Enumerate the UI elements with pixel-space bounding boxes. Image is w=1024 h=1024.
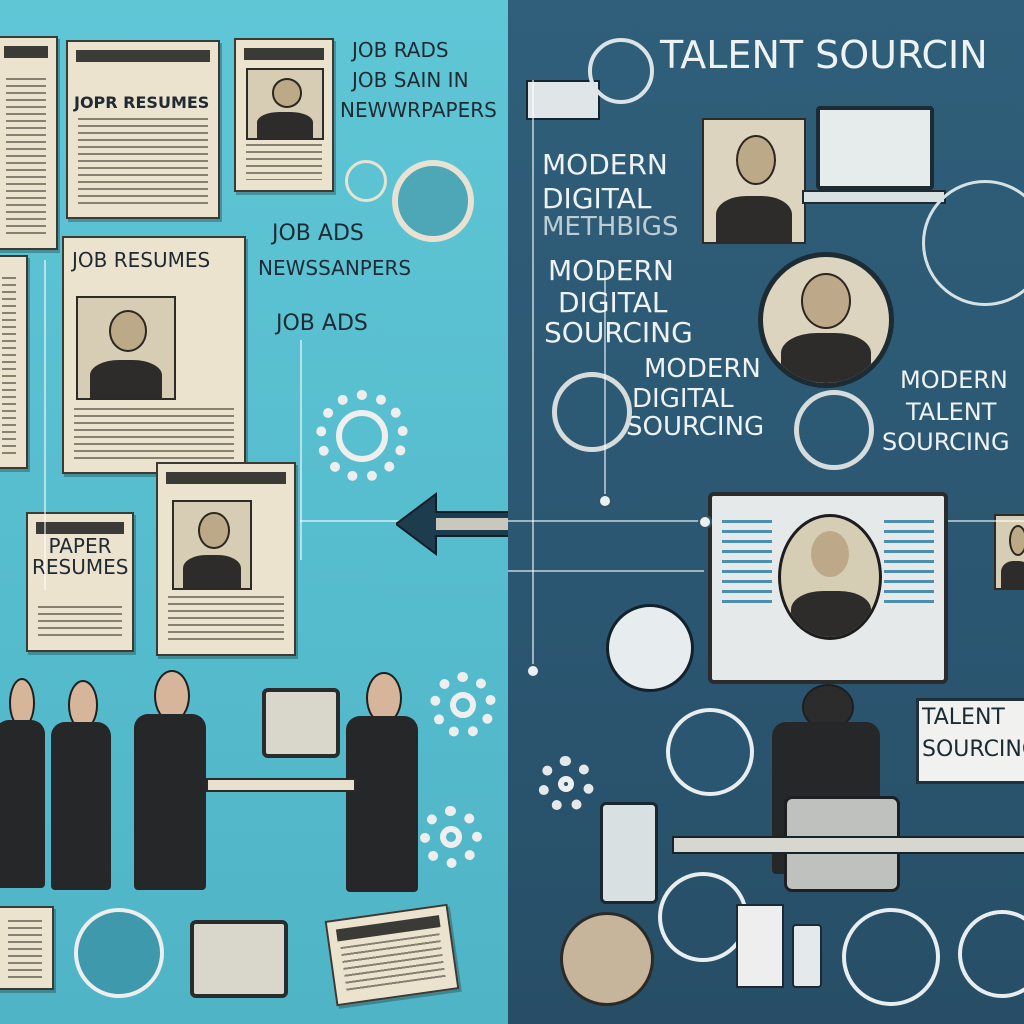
methbigs-label: METHBIGS	[542, 212, 679, 242]
job-ads-label-1: JOB ADS	[272, 221, 364, 246]
record-icon	[74, 908, 164, 998]
sourcing-label-2: SOURCING	[544, 316, 693, 349]
modern-label-3: MODERN	[644, 354, 761, 384]
crt-monitor-icon	[262, 688, 340, 758]
laptop-icon	[816, 106, 934, 190]
digital-label-2: DIGITAL	[558, 286, 668, 319]
left-panel-traditional: JOPR RESUMES JOB RADS JOB SAIN IN NEWWRP…	[0, 0, 508, 1024]
globe-icon-1	[666, 708, 754, 796]
person-seated-2	[342, 672, 422, 892]
digital-label-1: DIGITAL	[542, 182, 652, 215]
badge-icon	[345, 160, 387, 202]
newspaper-1	[0, 36, 58, 250]
monitor-icon	[708, 492, 948, 684]
gear-icon-4	[538, 756, 594, 812]
talent-sourcing-sign	[916, 698, 1024, 784]
modern-label-2: MODERN	[548, 254, 674, 287]
ring-icon	[588, 38, 654, 104]
modern-label-1: MODERN	[542, 148, 668, 181]
tablet-icon	[600, 802, 658, 904]
newspaper-3	[234, 38, 334, 192]
portrait-man-1	[702, 118, 806, 244]
job-sain-in-label: JOB SAIN IN	[352, 68, 469, 92]
network-icon	[922, 180, 1024, 306]
desktop-icon	[526, 80, 600, 120]
job-ads-label-2: JOB ADS	[276, 311, 368, 336]
digital-label-3: DIGITAL	[632, 384, 734, 414]
newspaper-7	[0, 906, 54, 990]
person-seated-1	[130, 670, 210, 890]
newspaper-4	[62, 236, 246, 474]
circuit-node	[698, 515, 712, 529]
sourcing-label-3: SOURCING	[626, 412, 765, 442]
globe-icon-3	[842, 908, 940, 1006]
newspaper-8	[324, 903, 460, 1007]
talent-sign-label-1: TALENT	[922, 705, 1005, 730]
circuit-line	[508, 570, 704, 572]
gear-icon-1	[316, 390, 408, 482]
seal-icon-2	[560, 912, 654, 1006]
newspaper-6	[156, 462, 296, 656]
laptop-base	[802, 190, 946, 204]
talent-sign-label-2: SOURCING	[922, 737, 1024, 762]
sourcing-label-4: SOURCING	[882, 428, 1010, 456]
circuit-line	[948, 520, 1024, 522]
newssanpers-label: NEWSSANPERS	[258, 256, 412, 280]
paper-resumes-label: PAPER RESUMES	[32, 534, 129, 579]
right-panel-modern: TALENT SOURCIN MODERN DIGITAL METHBIGS M…	[508, 0, 1024, 1024]
person-standing-2	[48, 680, 114, 890]
connector-line	[44, 260, 46, 590]
newspaper-side	[0, 255, 28, 469]
user-icon	[606, 604, 694, 692]
gear-icon-3	[420, 806, 482, 868]
globe-icon-2	[658, 872, 748, 962]
desk-modern	[672, 836, 1024, 854]
desk	[206, 778, 356, 792]
globe-icon-4	[958, 910, 1024, 998]
circuit-line	[604, 270, 606, 500]
portrait-man-2	[994, 514, 1024, 590]
phone-icon	[792, 924, 822, 988]
circuit-node	[526, 664, 540, 678]
seal-icon	[392, 160, 474, 242]
newspaper-2	[66, 40, 220, 219]
circuit-line	[532, 80, 534, 670]
circuit-node	[598, 494, 612, 508]
talent-sourcing-title: TALENT SOURCIN	[660, 33, 988, 77]
documents-icon	[736, 904, 784, 988]
badge-icon-3	[794, 390, 874, 470]
jopr-resumes-label: JOPR RESUMES	[74, 93, 210, 112]
connector-line	[300, 340, 302, 560]
modern-label-4: MODERN	[900, 366, 1008, 394]
talent-label-4: TALENT	[906, 398, 997, 426]
newwrpapers-label: NEWWRPAPERS	[340, 98, 497, 122]
portrait-circle	[758, 252, 894, 388]
job-resumes-label: JOB RESUMES	[72, 248, 211, 272]
connector-line	[300, 520, 400, 522]
newspaper-5	[26, 512, 134, 652]
person-standing-1	[0, 678, 48, 888]
badge-icon-2	[552, 372, 632, 452]
job-rads-label: JOB RADS	[352, 38, 449, 62]
circuit-line	[508, 520, 704, 522]
typewriter-icon	[190, 920, 288, 998]
gear-icon-2	[430, 672, 496, 738]
